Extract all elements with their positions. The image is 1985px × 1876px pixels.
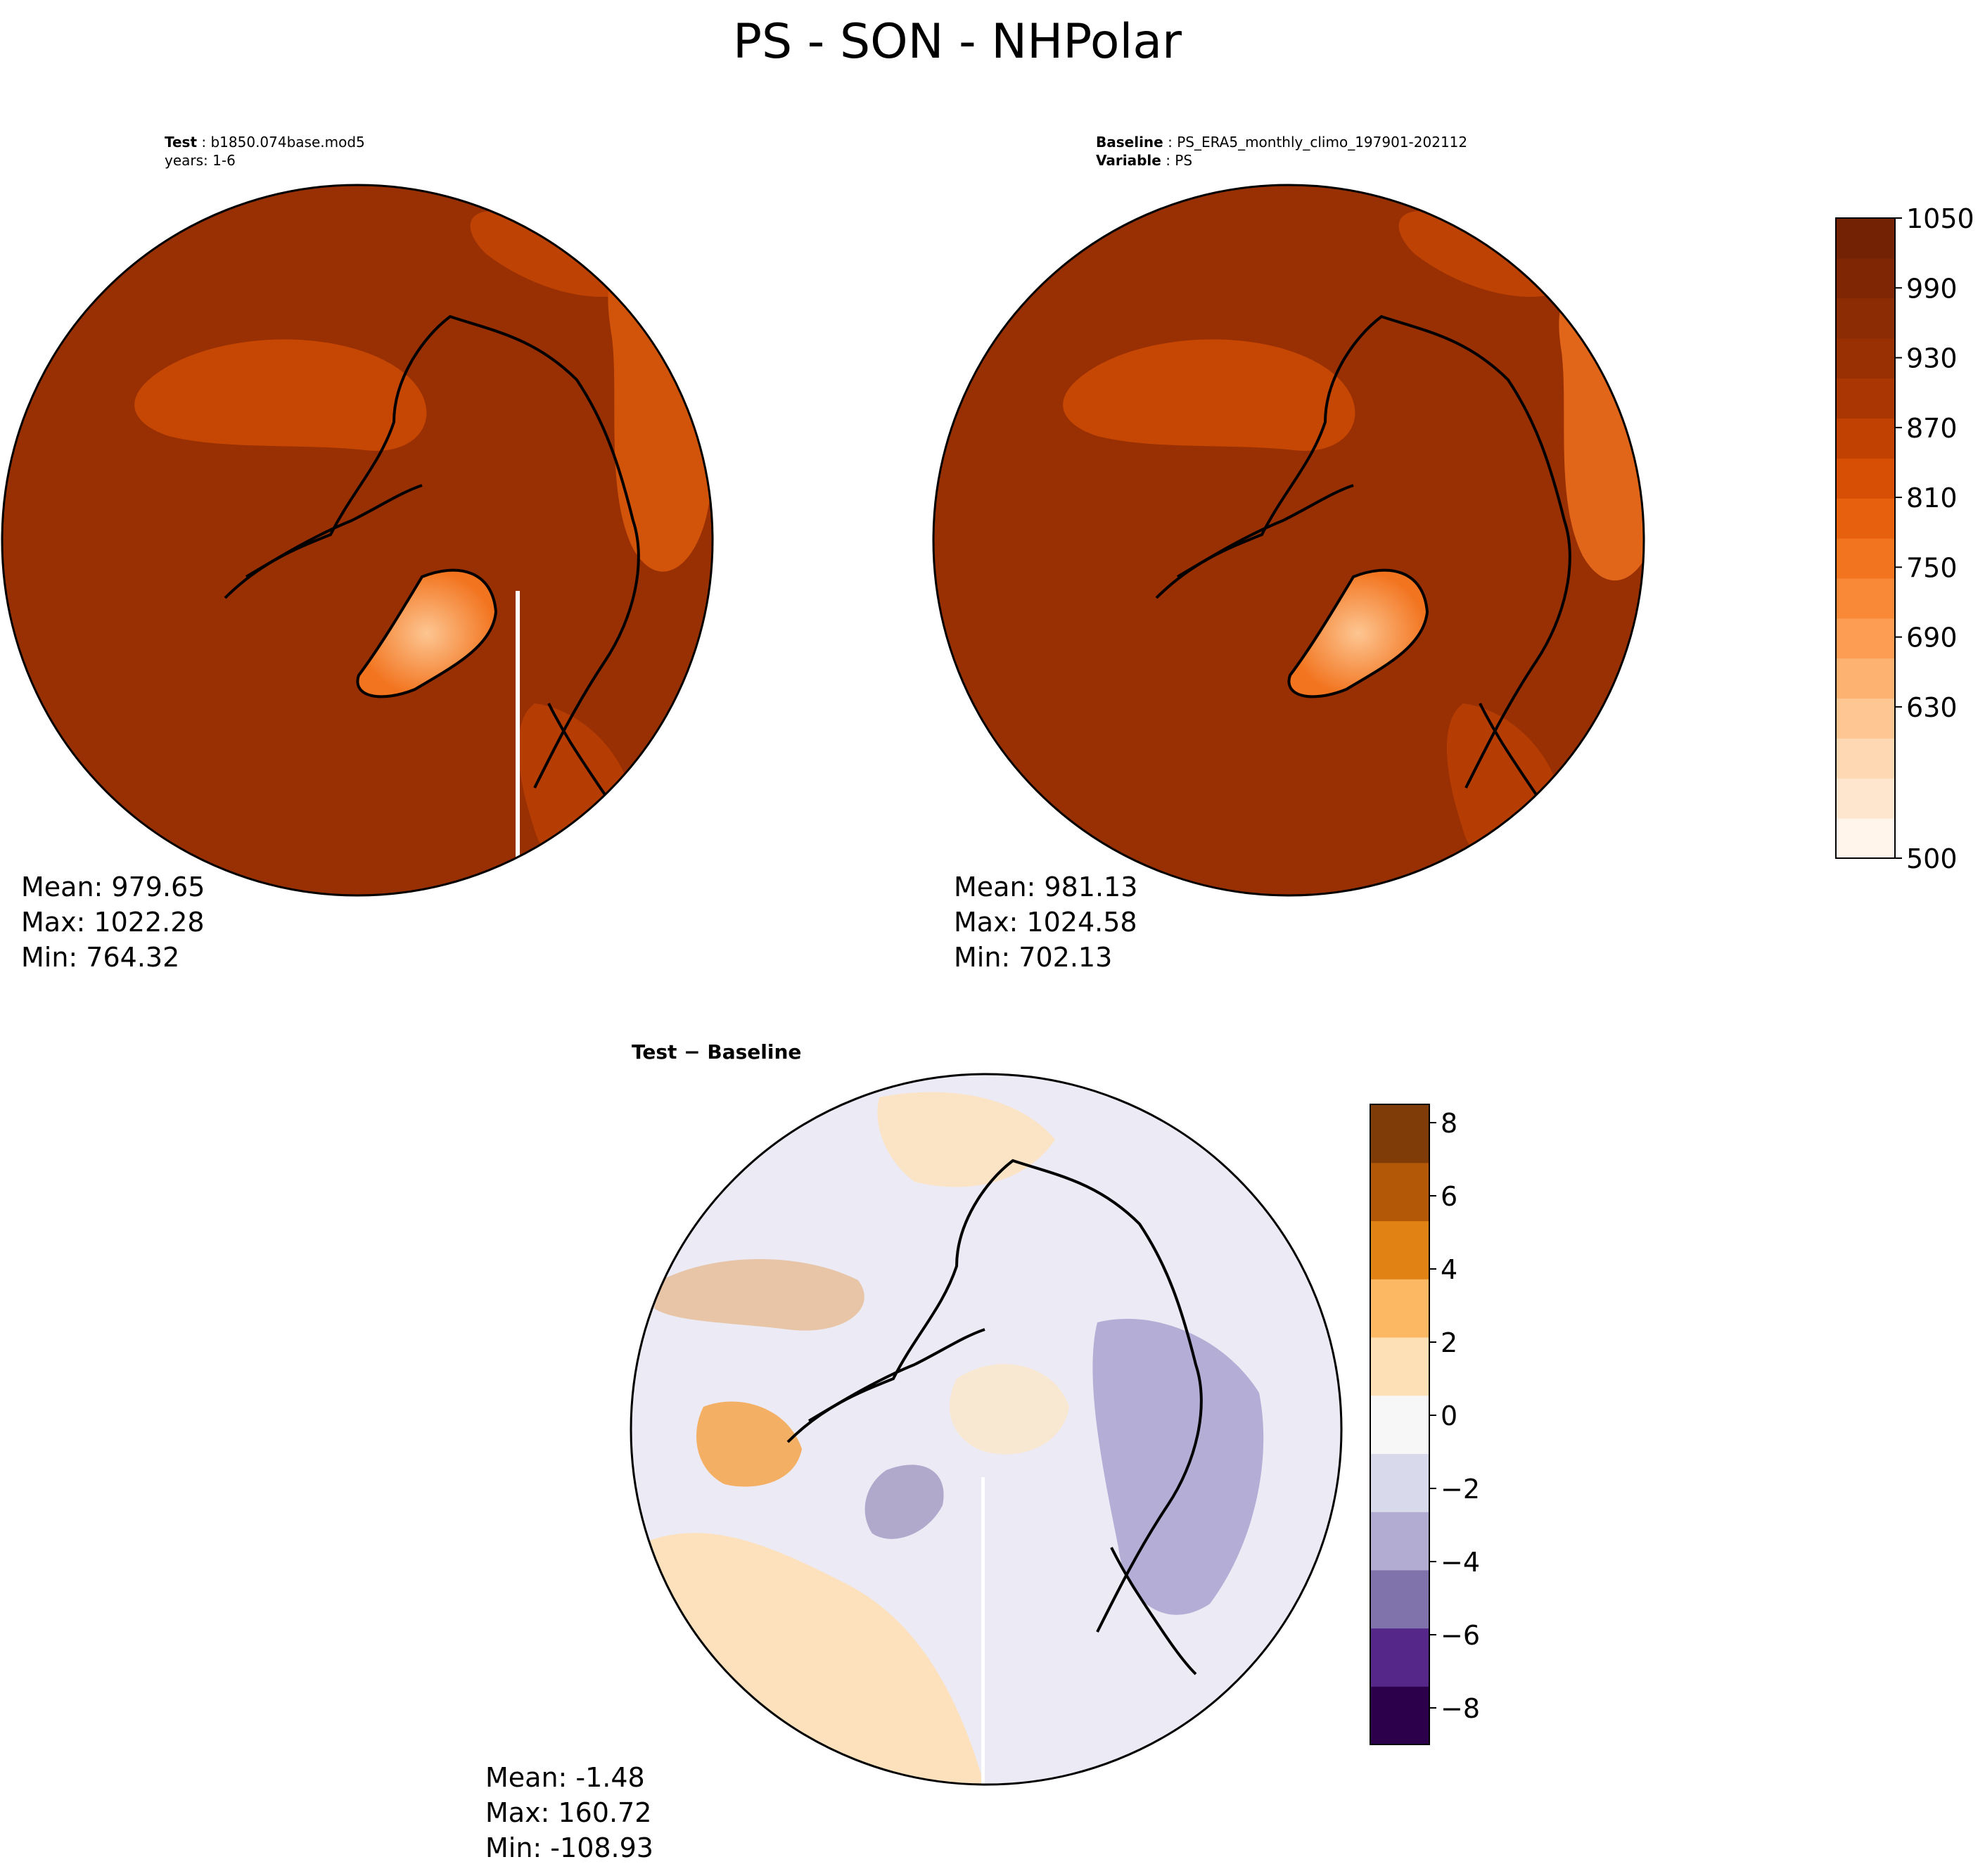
test-years: years: 1-6 [165, 152, 236, 169]
main-colorbar-tick-label: 630 [1906, 692, 1958, 723]
figure-title: PS - SON - NHPolar [733, 14, 1182, 70]
diff-missing-seam [981, 1477, 985, 1785]
diff-positive-arctic [950, 1364, 1069, 1455]
test-max: Max: 1022.28 [21, 907, 205, 938]
diff-colorbar-tick-label: 6 [1441, 1181, 1457, 1212]
diff-mean: Mean: -1.48 [485, 1762, 645, 1793]
diff-colorbar-color-band [1370, 1395, 1429, 1454]
diff-colorbar-color-band [1370, 1512, 1429, 1571]
main-colorbar-tick-label: 1050 [1906, 203, 1974, 234]
test-greenland-high [356, 568, 498, 698]
main-colorbar-color-band [1836, 338, 1895, 379]
main-colorbar-color-band [1836, 818, 1895, 859]
diff-colorbar-color-band [1370, 1162, 1429, 1222]
main-colorbar-color-band [1836, 658, 1895, 699]
test-mean: Mean: 979.65 [21, 872, 205, 902]
test-label: Test : b1850.074base.mod5 [165, 134, 365, 151]
main-colorbar-color-band [1836, 257, 1895, 299]
main-colorbar-color-band [1836, 218, 1895, 259]
main-colorbar-color-band [1836, 498, 1895, 539]
main-colorbar-color-band [1836, 298, 1895, 339]
main-colorbar-frame [1835, 217, 1896, 859]
diff-colorbar-color-band [1370, 1104, 1429, 1163]
diff-colorbar-tick-label: −8 [1441, 1693, 1480, 1724]
main-colorbar-color-band [1836, 418, 1895, 459]
diff-colorbar-color-band [1370, 1220, 1429, 1280]
baseline-mean: Mean: 981.13 [954, 872, 1137, 902]
diff-colorbar-color-band [1370, 1279, 1429, 1338]
baseline-map [933, 185, 1644, 895]
diff-map-boundary [630, 1073, 1343, 1786]
diff-min: Min: -108.93 [485, 1832, 653, 1863]
main-colorbar-color-band [1836, 458, 1895, 499]
main-colorbar-color-band [1836, 778, 1895, 819]
main-colorbar-color-band [1836, 578, 1895, 619]
test-min: Min: 764.32 [21, 942, 179, 973]
baseline-panel: Baseline : PS_ERA5_monthly_climo_197901-… [932, 134, 1645, 973]
diff-colorbar-color-band [1370, 1569, 1429, 1629]
diff-map [631, 1074, 1341, 1785]
test-lowpressure-north [470, 211, 619, 297]
diff-positive-america [696, 1401, 802, 1487]
diff-colorbar-tick-label: 0 [1441, 1400, 1457, 1431]
diff-colorbar-tick-label: 8 [1441, 1108, 1457, 1139]
diff-colorbar-tick-label: −6 [1441, 1620, 1480, 1651]
test-missing-seam [516, 591, 520, 895]
main-colorbar-tick-label: 690 [1906, 623, 1958, 653]
main-colorbar-color-band [1836, 618, 1895, 659]
baseline-max: Max: 1024.58 [954, 907, 1137, 938]
baseline-label: Baseline : PS_ERA5_monthly_climo_197901-… [1096, 134, 1467, 151]
diff-colorbar-color-band [1370, 1686, 1429, 1745]
baseline-lowpressure-asia [1063, 339, 1355, 451]
diff-colorbar-tick-label: −2 [1441, 1474, 1480, 1505]
main-colorbar-tick-label: 810 [1906, 483, 1958, 513]
diff-colorbar-color-band [1370, 1453, 1429, 1512]
diff-max: Max: 160.72 [485, 1797, 651, 1828]
main-colorbar-tick-label: 500 [1906, 843, 1958, 874]
baseline-lowpressure-north [1398, 211, 1547, 297]
main-colorbar-color-band [1836, 698, 1895, 739]
baseline-variable: Variable : PS [1096, 152, 1192, 169]
diff-negative-greenland [864, 1465, 944, 1539]
test-lowpressure-asia [134, 339, 427, 451]
diff-title: Test − Baseline [632, 1040, 801, 1064]
diff-panel: Test − Baseline Mean: -1.48 Max: 160.72 … [485, 1040, 1343, 1863]
diff-colorbar-tick-label: 4 [1441, 1254, 1457, 1285]
diff-colorbar-tick-label: −4 [1441, 1547, 1480, 1578]
main-colorbar: 500 630 690 750 810 870 930 990 1050 [1835, 203, 1974, 874]
main-colorbar-tick-label: 990 [1906, 273, 1958, 304]
main-colorbar-tick-label: 750 [1906, 552, 1958, 583]
diff-colorbar-color-band [1370, 1336, 1429, 1396]
diff-colorbar-frame [1370, 1104, 1430, 1745]
diff-colorbar-tick-label: 2 [1441, 1327, 1457, 1358]
main-colorbar-color-band [1836, 378, 1895, 419]
baseline-greenland-high [1287, 568, 1429, 698]
diff-coastline [786, 1159, 1203, 1676]
diff-colorbar-color-band [1370, 1628, 1429, 1687]
diff-mixed-siberia [654, 1259, 864, 1331]
main-colorbar-tick-label: 870 [1906, 413, 1958, 444]
main-colorbar-color-band [1836, 538, 1895, 579]
test-map-boundary [1, 184, 714, 897]
baseline-map-field [933, 185, 1644, 895]
diff-colorbar: −8 −6 −4 −2 0 2 4 6 8 [1370, 1104, 1480, 1745]
main-colorbar-tick-label: 930 [1906, 343, 1958, 374]
baseline-min: Min: 702.13 [954, 942, 1112, 973]
test-panel: Test : b1850.074base.mod5 years: 1-6 Mea… [1, 134, 714, 973]
diff-negative-eurasia [1092, 1318, 1264, 1615]
main-colorbar-color-band [1836, 738, 1895, 779]
baseline-map-boundary [932, 184, 1645, 897]
